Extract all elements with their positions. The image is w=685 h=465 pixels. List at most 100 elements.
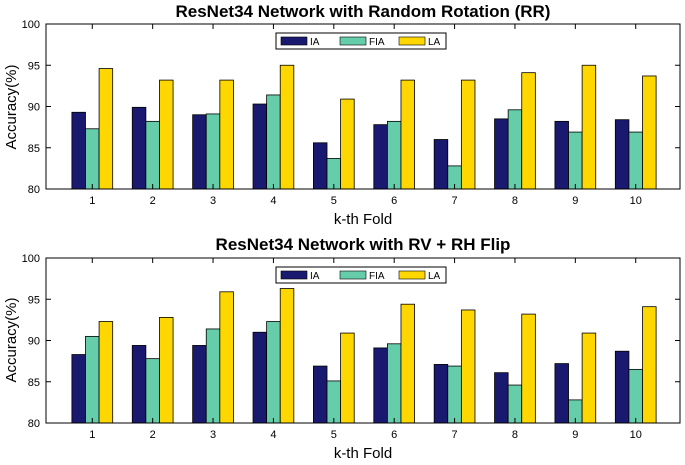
bar-fia-fold-8	[507, 384, 523, 424]
y-axis-label: Accuracy(%)	[3, 64, 20, 149]
x-tick-label: 8	[512, 429, 518, 441]
bar-fia-fold-1	[85, 128, 100, 190]
legend-swatch-la	[398, 36, 426, 46]
bar-fia-fold-6	[386, 120, 402, 190]
bar-ia-fold-4	[252, 331, 268, 424]
bar-la-fold-8	[521, 313, 536, 424]
bar-ia-fold-8	[494, 118, 509, 190]
x-tick-label: 2	[150, 429, 156, 441]
x-tick-label: 4	[270, 195, 276, 207]
bar-fia-fold-2	[145, 120, 160, 190]
y-axis-label: Accuracy(%)	[3, 297, 20, 382]
y-tick-label: 90	[28, 336, 40, 348]
x-tick-label: 7	[452, 429, 458, 441]
legend-swatch-la	[398, 270, 426, 280]
x-tick-label: 4	[270, 429, 276, 441]
x-tick-label: 2	[150, 195, 156, 207]
legend-label-la: LA	[428, 37, 441, 48]
bars-layer	[71, 64, 657, 190]
bar-la-fold-8	[521, 72, 536, 190]
bar-ia-fold-3	[192, 345, 207, 424]
axes-layer: 80 85 90 95 100 1 2 3 4 5 6 7 8 9 10	[22, 19, 681, 207]
x-tick-label: 10	[630, 195, 642, 207]
bar-ia-fold-8	[494, 372, 509, 424]
chart-title: ResNet34 Network with RV + RH Flip	[216, 235, 511, 254]
bar-la-fold-4	[279, 64, 295, 190]
bar-ia-fold-10	[614, 350, 630, 424]
legend-swatch-fia	[339, 270, 367, 280]
x-tick-label: 7	[452, 195, 458, 207]
x-tick-label: 8	[512, 195, 518, 207]
y-tick-label: 80	[28, 418, 40, 430]
bar-la-fold-2	[159, 316, 174, 424]
legend: IA FIA LA	[275, 266, 447, 284]
bar-ia-fold-5	[313, 365, 328, 424]
bars-layer	[71, 288, 657, 424]
chart-title: ResNet34 Network with Random Rotation (R…	[176, 2, 551, 21]
bar-la-fold-3	[219, 79, 234, 190]
bar-la-fold-3	[219, 291, 234, 424]
bar-ia-fold-2	[131, 345, 147, 424]
bar-la-fold-1	[98, 68, 114, 190]
legend-label-fia: FIA	[369, 37, 385, 48]
legend-label-la: LA	[428, 271, 441, 282]
legend-swatch-ia	[280, 270, 308, 280]
bar-la-fold-4	[279, 288, 295, 424]
legend-label-fia: FIA	[369, 271, 385, 282]
y-tick-label: 95	[28, 60, 40, 72]
bar-fia-fold-1	[85, 335, 100, 424]
x-tick-label: 9	[572, 195, 578, 207]
legend-label-ia: IA	[310, 37, 320, 48]
bar-fia-fold-6	[386, 343, 402, 424]
bar-fia-fold-10	[628, 131, 643, 190]
legend-label-ia: IA	[310, 271, 320, 282]
x-tick-label: 3	[210, 195, 216, 207]
bar-fia-fold-3	[205, 328, 221, 424]
y-tick-label: 85	[28, 143, 40, 155]
bar-fia-fold-4	[266, 321, 281, 424]
bar-fia-fold-10	[628, 368, 643, 424]
bar-ia-fold-7	[433, 139, 449, 190]
y-tick-label: 85	[28, 377, 40, 389]
bar-ia-fold-5	[313, 142, 328, 190]
chart-panel-top: ResNet34 Network with Random Rotation (R…	[3, 2, 681, 228]
x-axis-label: k-th Fold	[334, 445, 392, 462]
bar-la-fold-7	[460, 309, 476, 424]
bar-ia-fold-9	[554, 363, 569, 424]
bar-fia-fold-9	[568, 131, 583, 190]
y-tick-label: 100	[22, 253, 40, 265]
bar-la-fold-6	[400, 303, 415, 424]
axes-layer: 80 85 90 95 100 1 2 3 4 5 6 7 8 9 10	[22, 253, 681, 441]
bar-ia-fold-9	[554, 120, 569, 190]
bar-la-fold-9	[581, 332, 597, 424]
x-tick-label: 3	[210, 429, 216, 441]
bar-fia-fold-7	[447, 365, 462, 424]
bar-ia-fold-1	[71, 354, 86, 424]
bar-ia-fold-4	[252, 103, 268, 190]
bar-ia-fold-3	[192, 114, 207, 190]
x-axis-label: k-th Fold	[334, 211, 392, 228]
bar-ia-fold-7	[433, 364, 449, 424]
x-tick-label: 6	[391, 195, 397, 207]
x-tick-label: 1	[89, 195, 95, 207]
bar-ia-fold-10	[614, 119, 630, 190]
bar-la-fold-10	[642, 306, 657, 424]
y-tick-label: 95	[28, 294, 40, 306]
bar-fia-fold-2	[145, 358, 160, 424]
legend-swatch-ia	[280, 36, 308, 46]
x-tick-label: 9	[572, 429, 578, 441]
x-tick-label: 1	[89, 429, 95, 441]
legend: IA FIA LA	[275, 32, 447, 50]
bar-fia-fold-3	[205, 113, 221, 190]
bar-la-fold-6	[400, 79, 415, 190]
bar-la-fold-5	[340, 98, 355, 190]
x-tick-label: 10	[630, 429, 642, 441]
bar-la-fold-7	[460, 79, 476, 190]
bar-fia-fold-8	[507, 109, 523, 190]
bar-la-fold-5	[340, 332, 355, 424]
bar-fia-fold-4	[266, 94, 281, 190]
bar-ia-fold-6	[373, 124, 388, 190]
legend-swatch-fia	[339, 36, 367, 46]
bar-la-fold-1	[98, 321, 114, 424]
